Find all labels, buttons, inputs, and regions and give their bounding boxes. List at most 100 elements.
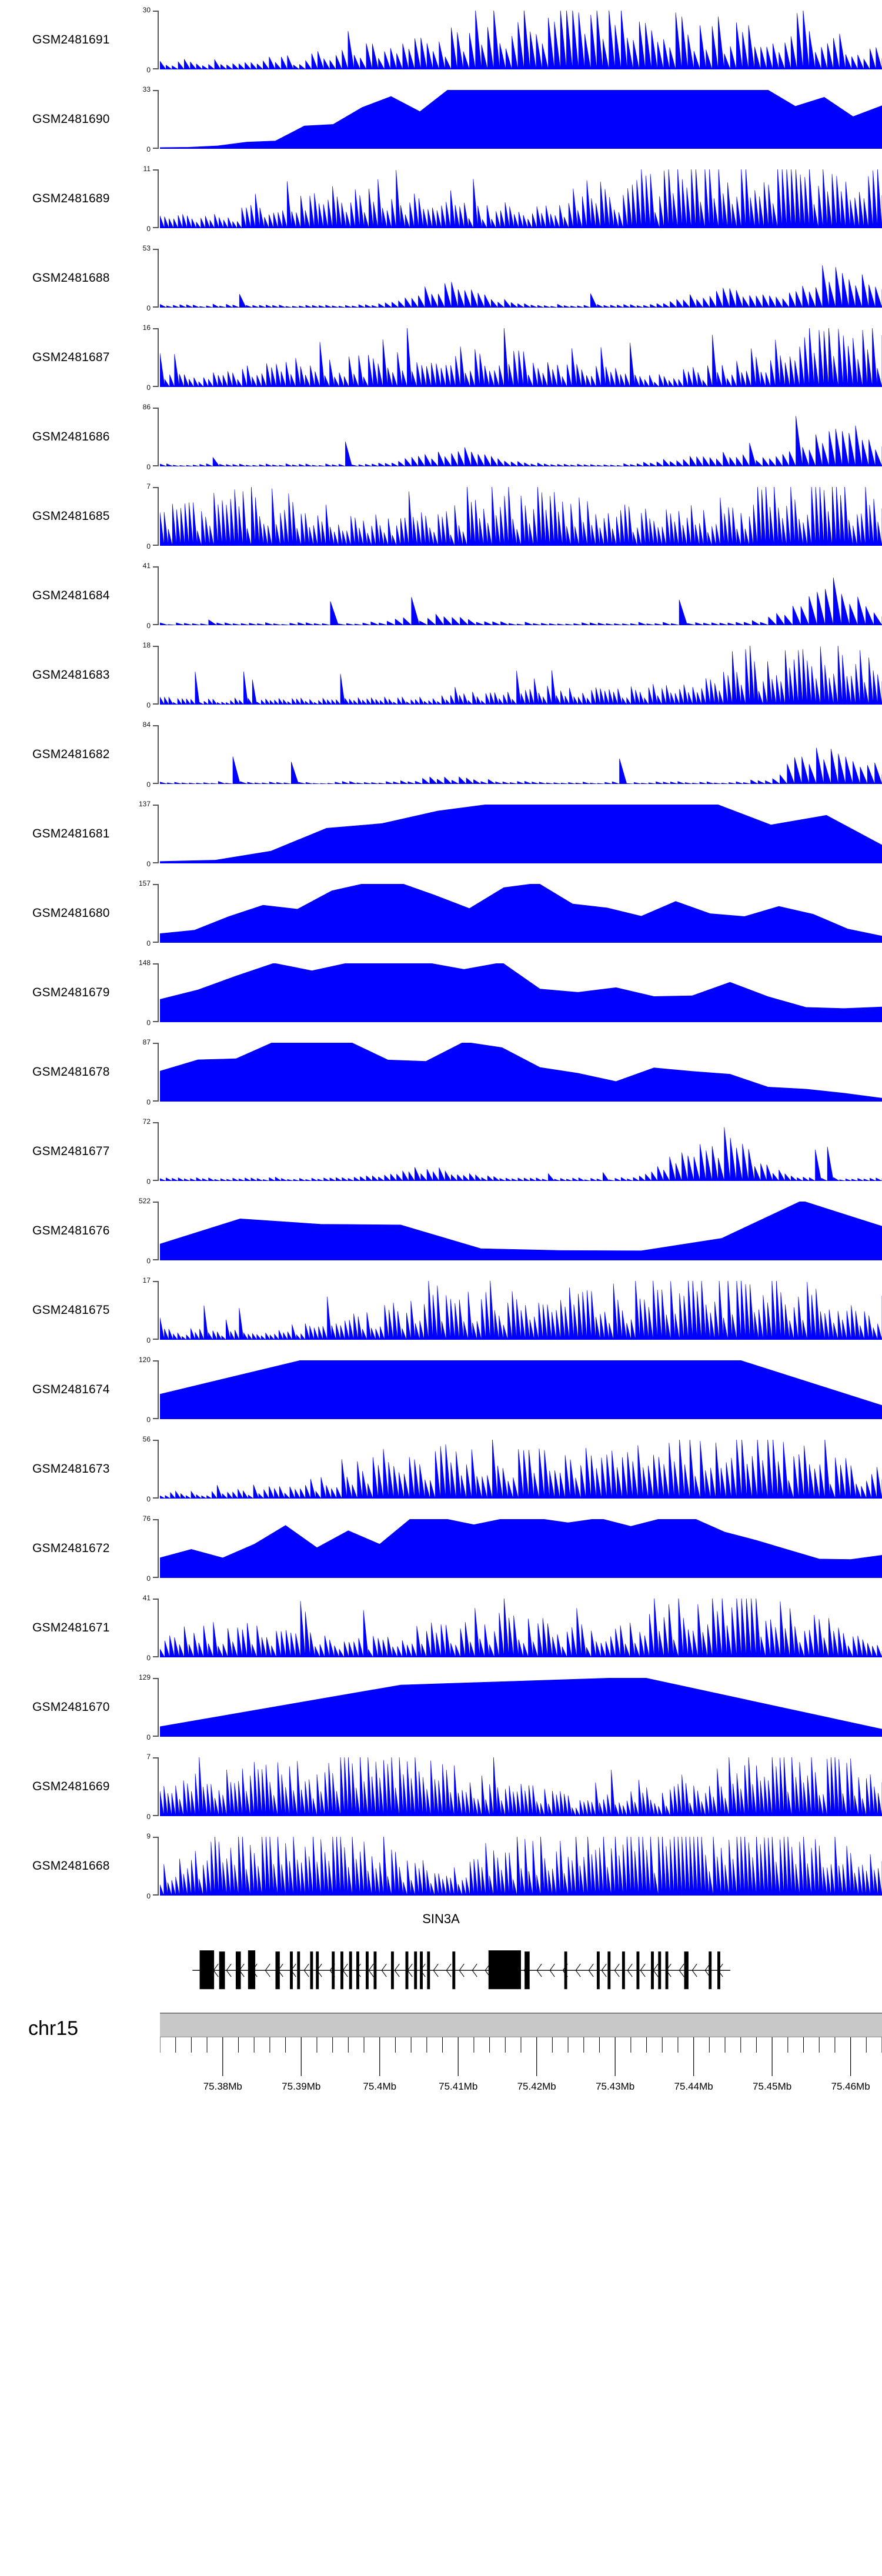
- gene-exon[interactable]: [658, 1951, 662, 1990]
- gene-exon[interactable]: [248, 1950, 256, 1990]
- gene-exon[interactable]: [349, 1951, 352, 1990]
- ruler-tick-label: 75.41Mb: [439, 2081, 478, 2092]
- y-axis-min-value: 0: [146, 1416, 151, 1424]
- y-axis-tick-min: [153, 1021, 159, 1022]
- track-signal-plot[interactable]: [160, 328, 882, 387]
- y-axis-max-value: 30: [142, 6, 151, 14]
- y-axis-max-value: 41: [142, 562, 151, 570]
- gene-exon[interactable]: [420, 1951, 423, 1990]
- coordinate-ruler[interactable]: [160, 2037, 882, 2120]
- track-signal-plot[interactable]: [160, 1519, 882, 1578]
- track-signal-plot[interactable]: [160, 408, 882, 466]
- gene-exon[interactable]: [684, 1951, 689, 1990]
- track-signal-plot[interactable]: [160, 487, 882, 546]
- track-row: GSM2481672 76 0: [0, 1509, 882, 1588]
- y-axis-max-value: 86: [142, 403, 151, 411]
- track-y-axis: 41 0: [141, 562, 159, 630]
- y-axis-tick-max: [153, 1043, 159, 1044]
- gene-exon[interactable]: [564, 1951, 567, 1990]
- y-axis-tick-min: [153, 1339, 159, 1340]
- strand-arrow-icon: [536, 1963, 542, 1977]
- track-signal-plot[interactable]: [160, 90, 882, 149]
- gene-exon[interactable]: [275, 1951, 280, 1990]
- y-axis-tick-max: [153, 1837, 159, 1838]
- track-signal-plot[interactable]: [160, 1122, 882, 1181]
- track-signal-plot[interactable]: [160, 1281, 882, 1340]
- y-axis-tick-max: [153, 408, 159, 409]
- gene-exon[interactable]: [452, 1951, 456, 1990]
- track-signal-plot[interactable]: [160, 249, 882, 308]
- gene-exon[interactable]: [596, 1951, 600, 1990]
- y-axis-tick-min: [153, 783, 159, 784]
- gene-exon[interactable]: [665, 1951, 669, 1990]
- gene-exon[interactable]: [340, 1951, 343, 1990]
- track-row: GSM2481668 9 0: [0, 1826, 882, 1906]
- track-signal-plot[interactable]: [160, 169, 882, 228]
- gene-exon[interactable]: [316, 1951, 319, 1990]
- gene-exon[interactable]: [235, 1951, 241, 1990]
- track-signal-plot[interactable]: [160, 1202, 882, 1260]
- track-signal-plot[interactable]: [160, 1360, 882, 1419]
- strand-arrow-icon: [446, 1963, 452, 1977]
- gene-exon[interactable]: [290, 1951, 293, 1990]
- track-sample-label: GSM2481668: [32, 1858, 110, 1873]
- signal-area: [160, 169, 882, 228]
- gene-exon[interactable]: [365, 1951, 369, 1990]
- signal-area: [160, 487, 882, 546]
- gene-exon[interactable]: [524, 1951, 530, 1990]
- gene-exon[interactable]: [607, 1951, 611, 1990]
- track-signal-plot[interactable]: [160, 1678, 882, 1737]
- gene-exon[interactable]: [332, 1951, 335, 1990]
- gene-exon[interactable]: [709, 1951, 712, 1990]
- track-signal-plot[interactable]: [160, 11, 882, 69]
- track-signal-plot[interactable]: [160, 805, 882, 863]
- gene-exon[interactable]: [199, 1950, 215, 1990]
- track-sample-label: GSM2481691: [32, 32, 110, 46]
- track-sample-label: GSM2481677: [32, 1144, 110, 1158]
- gene-exon[interactable]: [310, 1951, 313, 1990]
- y-axis-tick-min: [153, 465, 159, 466]
- track-sample-label: GSM2481678: [32, 1065, 110, 1079]
- y-axis-max-value: 522: [138, 1197, 151, 1205]
- y-axis-line: [158, 90, 159, 149]
- gene-exon[interactable]: [488, 1950, 521, 1990]
- strand-arrow-icon: [381, 1963, 387, 1977]
- track-row: GSM2481682 84 0: [0, 715, 882, 794]
- track-signal-plot[interactable]: [160, 1837, 882, 1896]
- gene-exon[interactable]: [405, 1951, 409, 1990]
- track-signal-plot[interactable]: [160, 963, 882, 1022]
- gene-exon[interactable]: [219, 1951, 225, 1990]
- gene-exon[interactable]: [622, 1951, 625, 1990]
- track-signal-plot[interactable]: [160, 646, 882, 705]
- gene-exon[interactable]: [297, 1951, 300, 1990]
- gene-exon[interactable]: [390, 1951, 394, 1990]
- track-y-axis: 120 0: [139, 1356, 159, 1424]
- track-signal-plot[interactable]: [160, 884, 882, 943]
- track-y-axis: 17 0: [141, 1276, 159, 1344]
- y-axis-tick-min: [153, 545, 159, 546]
- gene-model-graphic[interactable]: [160, 1930, 882, 1995]
- signal-area: [160, 1281, 882, 1340]
- chromosome-ideogram-bar[interactable]: [160, 2013, 882, 2037]
- gene-exon[interactable]: [356, 1951, 359, 1990]
- track-signal-plot[interactable]: [160, 1757, 882, 1816]
- track-signal-plot[interactable]: [160, 566, 882, 625]
- y-axis-tick-max: [153, 328, 159, 329]
- y-axis-tick-max: [153, 1599, 159, 1600]
- gene-exon[interactable]: [651, 1951, 654, 1990]
- strand-arrow-icon: [588, 1963, 594, 1977]
- track-signal-plot[interactable]: [160, 1599, 882, 1657]
- gene-exon[interactable]: [427, 1951, 430, 1990]
- strand-arrow-icon: [549, 1963, 555, 1977]
- strand-arrow-icon: [627, 1963, 633, 1977]
- track-signal-plot[interactable]: [160, 1440, 882, 1499]
- gene-exon[interactable]: [414, 1951, 417, 1990]
- track-signal-plot[interactable]: [160, 725, 882, 784]
- ruler-tick-label: 75.44Mb: [674, 2081, 713, 2092]
- track-signal-plot[interactable]: [160, 1043, 882, 1102]
- track-row: GSM2481688 53 0: [0, 238, 882, 318]
- gene-exon[interactable]: [636, 1951, 640, 1990]
- gene-exon[interactable]: [373, 1951, 377, 1990]
- gene-exon[interactable]: [717, 1951, 720, 1990]
